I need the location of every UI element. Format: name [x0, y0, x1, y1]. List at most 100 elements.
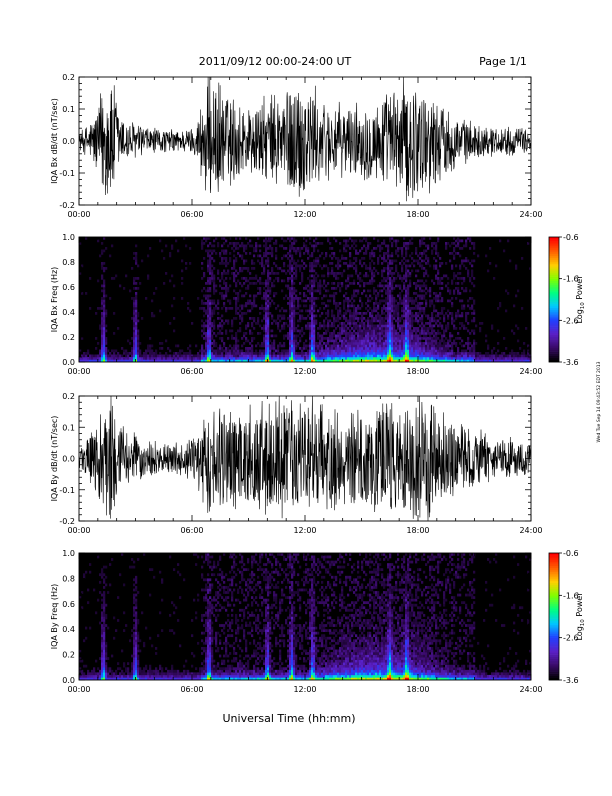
spectrogram-cell — [247, 300, 249, 303]
spectrogram-cell — [133, 599, 135, 602]
spectrogram-cell — [339, 355, 341, 358]
spectrogram-cell — [259, 332, 261, 335]
spectrogram-cell — [221, 275, 223, 278]
spectrogram-cell — [353, 350, 355, 353]
spectrogram-cell — [433, 297, 435, 300]
spectrogram-cell — [231, 272, 233, 275]
spectrogram-cell — [295, 275, 297, 278]
spectrogram-cell — [289, 312, 291, 315]
spectrogram-cell — [359, 285, 361, 288]
spectrogram-cell — [433, 325, 435, 328]
spectrogram-cell — [331, 247, 333, 250]
spectrogram-cell — [345, 280, 347, 283]
spectrogram-cell — [451, 320, 453, 323]
spectrogram-cell — [287, 337, 289, 340]
spectrogram-cell — [399, 287, 401, 290]
spectrogram-cell — [387, 332, 389, 335]
spectrogram-cell — [421, 295, 423, 298]
spectrogram-cell — [343, 245, 345, 248]
spectrogram-cell — [407, 315, 409, 318]
spectrogram-cell — [329, 262, 331, 265]
spectrogram-cell — [387, 270, 389, 273]
spectrogram-cell — [133, 332, 135, 335]
spectrogram-cell — [225, 357, 227, 360]
spectrogram-cell — [281, 290, 283, 293]
spectrogram-cell — [101, 642, 103, 645]
spectrogram-cell — [509, 260, 511, 263]
spectrogram-cell — [265, 292, 267, 295]
spectrogram-cell — [407, 285, 409, 288]
spectrogram-cell — [429, 350, 431, 353]
spectrogram-cell — [469, 240, 471, 243]
spectrogram-cell — [353, 310, 355, 313]
spectrogram-cell — [325, 347, 327, 350]
spectrogram-cell — [457, 240, 459, 243]
spectrogram-cell — [521, 257, 523, 260]
spectrogram-cell — [207, 252, 209, 255]
spectrogram-cell — [469, 277, 471, 280]
spectrogram-cell — [101, 632, 103, 635]
spectrogram-cell — [441, 337, 443, 340]
spectrogram-cell — [423, 350, 425, 353]
spectrogram-cell — [463, 277, 465, 280]
spectrogram-cell — [383, 355, 385, 358]
spectrogram-cell — [497, 307, 499, 310]
spectrogram-cell — [443, 307, 445, 310]
spectrogram-cell — [283, 265, 285, 268]
spectrogram-cell — [345, 332, 347, 335]
spectrogram-cell — [313, 357, 315, 360]
spectrogram-cell — [293, 290, 295, 293]
spectrogram-cell — [515, 295, 517, 298]
spectrogram-cell — [229, 285, 231, 288]
spectrogram-cell — [321, 285, 323, 288]
spectrogram-cell — [133, 639, 135, 642]
spectrogram-cell — [133, 650, 135, 653]
spectrogram-cell — [257, 317, 259, 320]
spectrogram-cell — [269, 352, 271, 355]
spectrogram-cell — [293, 327, 295, 330]
spectrogram-cell — [101, 322, 103, 325]
figure-title: 2011/09/12 00:00-24:00 UT — [199, 55, 352, 68]
spectrogram-cell — [209, 327, 211, 330]
spectrogram-cell — [101, 568, 103, 571]
spectrogram-cell — [379, 332, 381, 335]
y-tick-label: 0.0 — [62, 455, 75, 464]
spectrogram-cell — [383, 352, 385, 355]
spectrogram-cell — [435, 332, 437, 335]
spectrogram-cell — [289, 322, 291, 325]
colorbar-step — [549, 335, 559, 337]
spectrogram-cell — [457, 242, 459, 245]
spectrogram-cell — [121, 355, 123, 358]
spectrogram-cell — [403, 327, 405, 330]
spectrogram-cell — [419, 350, 421, 353]
spectrogram-cell — [229, 345, 231, 348]
spectrogram-cell — [405, 322, 407, 325]
spectrogram-cell — [393, 345, 395, 348]
spectrogram-cell — [419, 252, 421, 255]
spectrogram-cell — [259, 357, 261, 360]
spectrogram-cell — [89, 307, 91, 310]
spectrogram-cell — [219, 330, 221, 333]
spectrogram-cell — [419, 242, 421, 245]
spectrogram-cell — [445, 350, 447, 353]
spectrogram-cell — [429, 345, 431, 348]
spectrogram-cell — [361, 257, 363, 260]
spectrogram-cell — [473, 277, 475, 280]
spectrogram-cell — [101, 667, 103, 670]
spectrogram-cell — [103, 307, 105, 310]
spectrogram-cell — [201, 350, 203, 353]
spectrogram-cell — [413, 352, 415, 355]
spectrogram-cell — [319, 280, 321, 283]
spectrogram-cell — [181, 357, 183, 360]
spectrogram-cell — [479, 352, 481, 355]
spectrogram-cell — [331, 272, 333, 275]
spectrogram-cell — [267, 355, 269, 358]
spectrogram-cell — [405, 342, 407, 345]
spectrogram-cell — [269, 277, 271, 280]
spectrogram-cell — [311, 300, 313, 303]
spectrogram-cell — [469, 297, 471, 300]
spectrogram-cell — [411, 262, 413, 265]
spectrogram-cell — [397, 327, 399, 330]
spectrogram-cell — [209, 315, 211, 318]
